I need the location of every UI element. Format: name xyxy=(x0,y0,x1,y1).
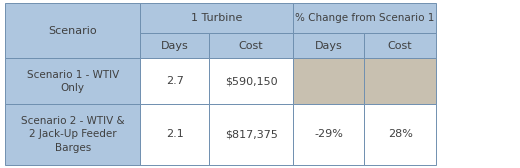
Text: 28%: 28% xyxy=(388,129,412,139)
Text: $590,150: $590,150 xyxy=(225,76,277,86)
Text: $817,375: $817,375 xyxy=(225,129,278,139)
Bar xyxy=(5,104,140,165)
Text: Days: Days xyxy=(161,41,189,51)
Bar xyxy=(365,33,436,58)
Bar xyxy=(293,3,436,33)
Bar xyxy=(209,104,293,165)
Text: Scenario: Scenario xyxy=(48,26,97,36)
Text: Scenario 2 - WTIV &
2 Jack-Up Feeder
Barges: Scenario 2 - WTIV & 2 Jack-Up Feeder Bar… xyxy=(21,116,124,153)
Bar xyxy=(293,58,365,104)
Text: % Change from Scenario 1: % Change from Scenario 1 xyxy=(295,13,434,23)
Text: Cost: Cost xyxy=(388,41,412,51)
Text: 2.7: 2.7 xyxy=(166,76,184,86)
Bar xyxy=(293,33,365,58)
Text: 1 Turbine: 1 Turbine xyxy=(191,13,242,23)
Bar xyxy=(140,3,293,33)
Text: -29%: -29% xyxy=(315,129,343,139)
Bar xyxy=(365,104,436,165)
Bar xyxy=(209,33,293,58)
Bar xyxy=(140,58,209,104)
Text: Cost: Cost xyxy=(239,41,264,51)
Bar xyxy=(140,33,209,58)
Bar xyxy=(5,3,140,58)
Bar xyxy=(293,104,365,165)
Text: Scenario 1 - WTIV
Only: Scenario 1 - WTIV Only xyxy=(27,70,119,93)
Text: 2.1: 2.1 xyxy=(166,129,184,139)
Bar xyxy=(140,104,209,165)
Bar xyxy=(209,58,293,104)
Text: Days: Days xyxy=(315,41,343,51)
Bar xyxy=(365,58,436,104)
Bar xyxy=(5,58,140,104)
